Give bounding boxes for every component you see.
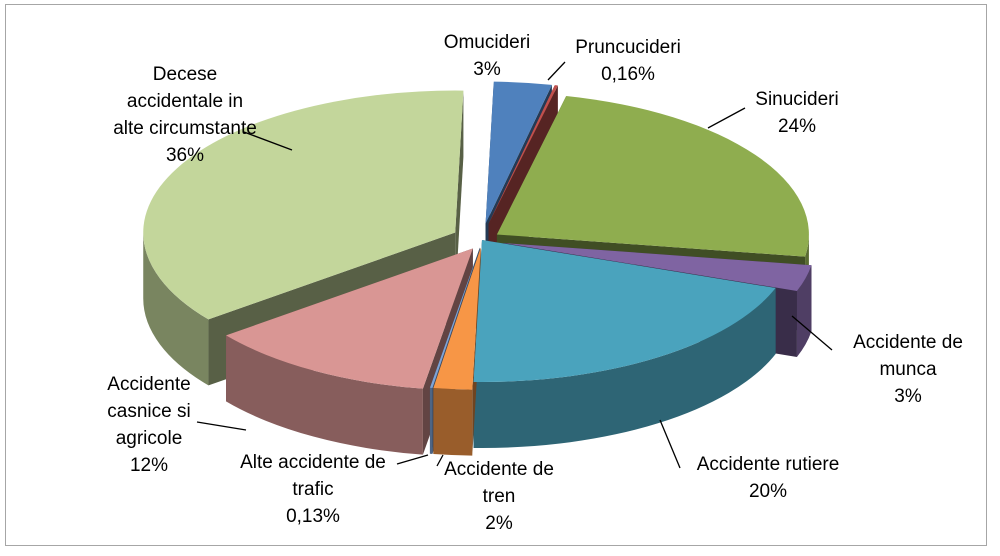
leader-line-7 bbox=[196, 421, 247, 431]
data-label-value-1: 0,16% bbox=[601, 64, 655, 85]
leader-line-8 bbox=[243, 131, 293, 151]
leader-line-1 bbox=[547, 61, 566, 81]
leader-line-3 bbox=[791, 315, 833, 351]
data-label-name-8: Decese bbox=[153, 64, 217, 85]
leader-line-2 bbox=[707, 107, 746, 129]
data-label-name-8: accidentale in bbox=[127, 91, 243, 112]
data-label-name-3: Accidente de bbox=[853, 332, 963, 353]
slice-side-8-0 bbox=[143, 232, 209, 386]
data-label-value-2: 24% bbox=[778, 116, 816, 137]
data-label-name-3: munca bbox=[879, 359, 936, 380]
data-label-name-2: Sinucideri bbox=[755, 89, 838, 110]
pie-slice-pruncucideri bbox=[488, 85, 558, 224]
data-label-name-8: alte circumstante bbox=[113, 118, 257, 139]
pie-slice-accidente-casnice-si-agricole bbox=[226, 248, 473, 389]
pie-slice-omucideri bbox=[485, 81, 552, 224]
data-label-value-7: 12% bbox=[130, 455, 168, 476]
data-label-value-6: 0,13% bbox=[286, 506, 340, 527]
data-label-value-3: 3% bbox=[894, 386, 922, 407]
slice-wall-8-1 bbox=[455, 90, 464, 299]
pie-slice-accidente-de-munca bbox=[503, 243, 812, 292]
pie-slice-sinucideri bbox=[496, 96, 809, 257]
slice-side-5-0 bbox=[433, 388, 473, 456]
slice-side-3-0 bbox=[796, 265, 812, 358]
data-label-name-4: Accidente rutiere bbox=[697, 454, 840, 475]
data-label-name-6: trafic bbox=[292, 479, 333, 500]
data-label-name-7: Accidente bbox=[107, 374, 190, 395]
pie-slice-alte-accidente-de-trafic bbox=[429, 247, 480, 388]
pie-slice-decese-accidentale-in-alte-circumstante bbox=[143, 90, 464, 320]
data-label-name-0: Omucideri bbox=[444, 32, 531, 53]
data-label-name-7: agricole bbox=[116, 428, 183, 449]
leader-line-4 bbox=[659, 419, 681, 469]
data-label-name-5: tren bbox=[483, 486, 516, 507]
leader-line-6 bbox=[396, 454, 429, 465]
data-label-value-4: 20% bbox=[749, 481, 787, 502]
data-label-name-5: Accidente de bbox=[444, 459, 554, 480]
slice-side-4-0 bbox=[473, 288, 776, 448]
data-label-value-0: 3% bbox=[473, 59, 501, 80]
data-label-name-7: casnice si bbox=[107, 401, 190, 422]
slice-side-7-0 bbox=[226, 335, 423, 455]
slice-side-6-0 bbox=[429, 387, 433, 454]
data-label-name-1: Pruncucideri bbox=[575, 37, 681, 58]
pie-slice-accidente-de-tren bbox=[433, 247, 481, 390]
data-label-value-5: 2% bbox=[485, 513, 513, 534]
leader-line-5 bbox=[436, 454, 444, 467]
data-label-value-8: 36% bbox=[166, 145, 204, 166]
pie-slice-accidente-rutiere bbox=[473, 240, 776, 382]
data-label-name-6: Alte accidente de bbox=[240, 452, 386, 473]
